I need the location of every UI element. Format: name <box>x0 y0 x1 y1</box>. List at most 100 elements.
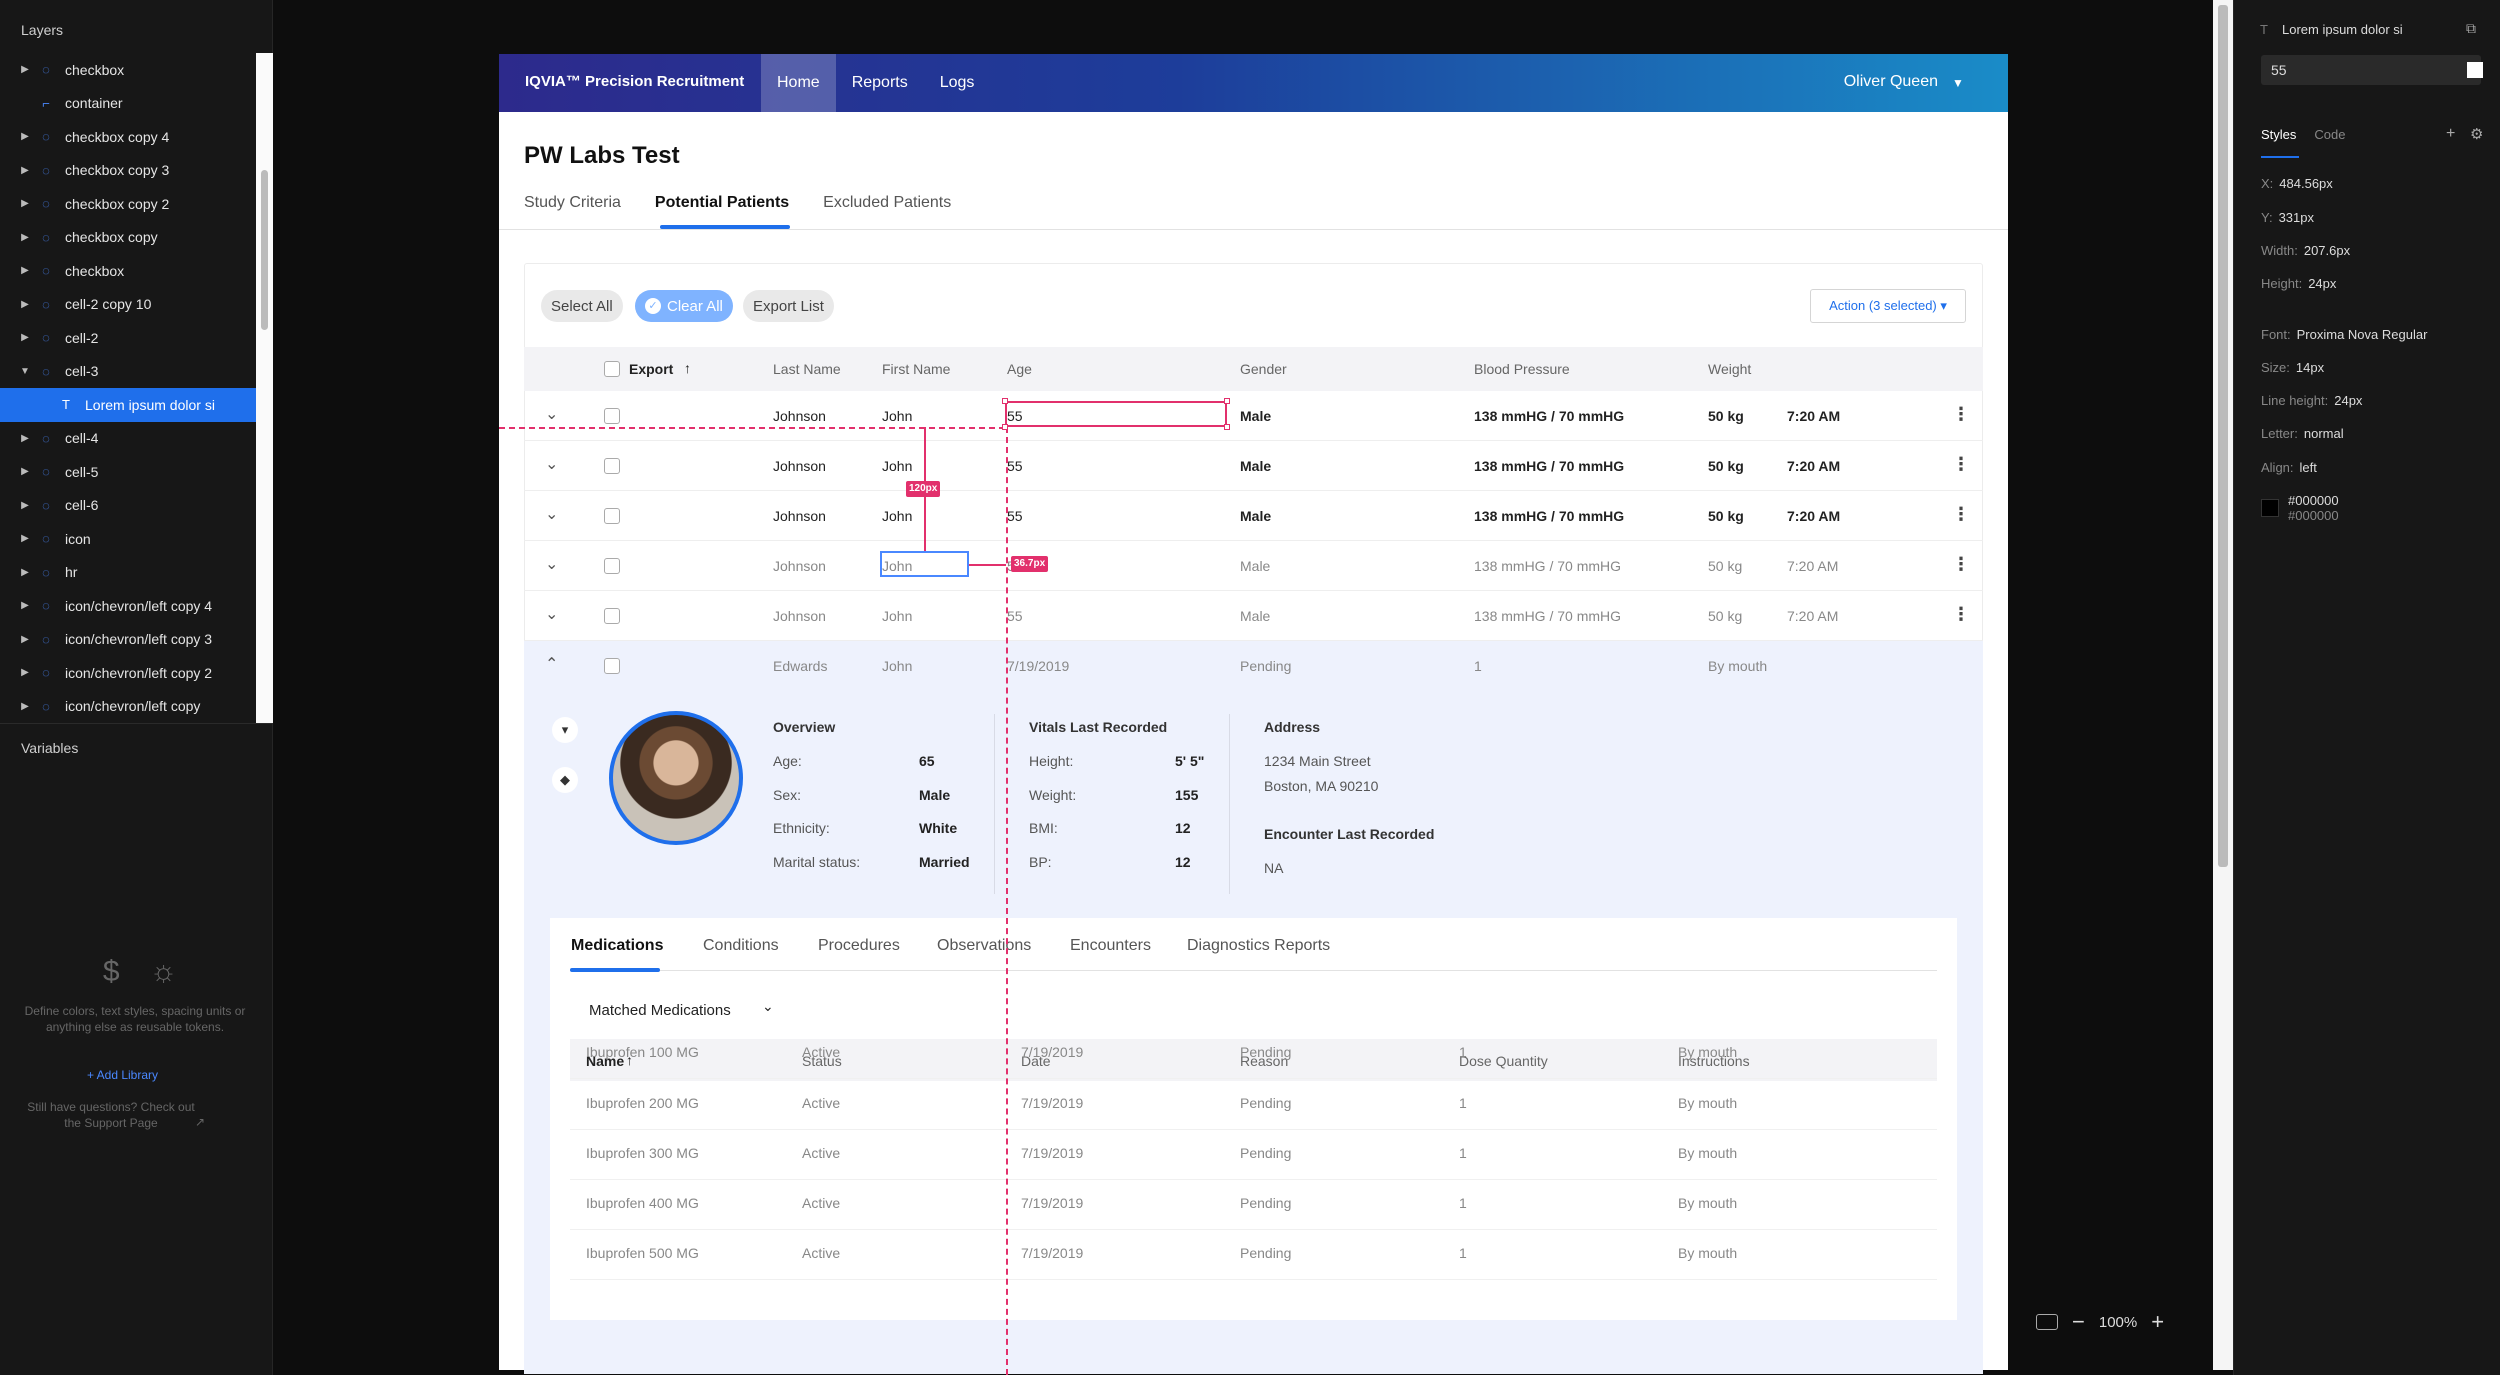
layer-item[interactable]: ▶ ◌ icon/chevron/left copy <box>0 690 273 724</box>
chevron-down-icon[interactable]: ▼ <box>1952 76 1964 90</box>
keyboard-icon[interactable] <box>2036 1314 2058 1330</box>
layer-item[interactable]: ▶ ◌ cell-2 <box>0 321 273 355</box>
expand-icon[interactable]: ▶ <box>21 298 29 310</box>
expand-icon[interactable]: ▶ <box>21 64 29 76</box>
layer-scrollbar[interactable] <box>261 170 268 330</box>
table-row[interactable] <box>524 541 1983 591</box>
zoom-level[interactable]: 100% <box>2098 1313 2138 1331</box>
selection-handle[interactable] <box>1002 424 1008 430</box>
plus-icon[interactable]: + <box>2446 125 2456 142</box>
chevron-down-icon[interactable]: ⌄ <box>762 998 774 1014</box>
row-checkbox[interactable] <box>604 458 620 474</box>
column-header-first-name[interactable]: First Name <box>882 361 951 377</box>
canvas-scrollbar[interactable] <box>2218 5 2228 867</box>
layer-item[interactable]: T Lorem ipsum dolor si <box>0 388 273 422</box>
tab-diagnostics-reports[interactable]: Diagnostics Reports <box>1187 937 1331 954</box>
layer-item[interactable]: ▶ ◌ checkbox copy 3 <box>0 154 273 188</box>
expand-icon[interactable]: ▶ <box>21 198 29 210</box>
sort-arrow-icon[interactable]: ↑ <box>626 1052 633 1068</box>
property-row[interactable]: X: 484.56px <box>2261 176 2333 191</box>
sort-arrow-icon[interactable]: ↑ <box>684 360 691 376</box>
expand-icon[interactable]: ▶ <box>21 131 29 143</box>
export-list-button[interactable]: Export List <box>743 290 834 322</box>
tab-observations[interactable]: Observations <box>937 937 1032 954</box>
med-header-reason[interactable]: Reason <box>1240 1053 1289 1069</box>
column-header-blood-pressure[interactable]: Blood Pressure <box>1474 361 1570 377</box>
property-value[interactable]: left <box>2299 460 2317 475</box>
property-value[interactable]: 14px <box>2295 360 2325 375</box>
layer-item[interactable]: ▶ ◌ cell-5 <box>0 455 273 489</box>
tab-conditions[interactable]: Conditions <box>703 937 779 954</box>
layer-item[interactable]: ▶ ◌ checkbox copy <box>0 221 273 255</box>
column-header-gender[interactable]: Gender <box>1240 361 1287 377</box>
selection-box[interactable] <box>1005 401 1227 427</box>
layer-item[interactable]: ▼ ◌ cell-3 <box>0 355 273 389</box>
tab-medications[interactable]: Medications <box>571 937 664 954</box>
property-value[interactable]: 331px <box>2278 210 2314 225</box>
white-swatch[interactable] <box>2467 62 2483 78</box>
tab-code[interactable]: Code <box>2314 127 2346 142</box>
expand-icon[interactable]: ▶ <box>21 332 29 344</box>
expand-icon[interactable]: ▶ <box>21 566 29 578</box>
gear-icon[interactable]: ⚙ <box>2470 126 2484 143</box>
property-row[interactable]: Height: 24px <box>2261 276 2336 291</box>
layer-item[interactable]: ▶ ◌ cell-6 <box>0 489 273 523</box>
copy-icon[interactable]: ⧉ <box>2466 20 2476 36</box>
tab-styles[interactable]: Styles <box>2261 127 2297 142</box>
nav-logs[interactable]: Logs <box>939 74 975 91</box>
table-row[interactable] <box>524 391 1983 441</box>
layer-item[interactable]: ▶ ◌ checkbox copy 4 <box>0 120 273 154</box>
property-row[interactable]: Width: 207.6px <box>2261 243 2350 258</box>
med-header-instructions[interactable]: Instructions <box>1678 1053 1750 1069</box>
row-checkbox[interactable] <box>604 558 620 574</box>
nav-reports[interactable]: Reports <box>851 74 908 91</box>
layer-item[interactable]: ▶ ◌ checkbox <box>0 53 273 87</box>
property-value[interactable]: 24px <box>2334 393 2363 408</box>
more-options-icon[interactable]: ⋮ <box>1952 604 1970 624</box>
table-row[interactable] <box>524 441 1983 491</box>
column-header-age[interactable]: Age <box>1007 361 1032 377</box>
chevron-down-icon[interactable]: ⌄ <box>545 456 559 473</box>
table-row[interactable] <box>524 491 1983 541</box>
expand-icon[interactable]: ▶ <box>21 432 29 444</box>
user-menu[interactable]: Oliver Queen <box>1843 73 1938 90</box>
color-hex[interactable]: #000000 <box>2288 493 2339 508</box>
med-header-date[interactable]: Date <box>1021 1053 1051 1069</box>
select-all-button[interactable]: Select All <box>541 290 623 322</box>
more-options-icon[interactable]: ⋮ <box>1952 504 1970 524</box>
expand-icon[interactable]: ▶ <box>21 164 29 176</box>
external-link-icon[interactable]: ↗ <box>195 1115 206 1129</box>
row-checkbox[interactable] <box>604 408 620 424</box>
chevron-up-icon[interactable]: ⌃ <box>545 656 559 673</box>
property-value[interactable]: Proxima Nova Regular <box>2296 327 2428 342</box>
expand-icon[interactable]: ▶ <box>21 667 29 679</box>
layer-item[interactable]: ⌐ container <box>0 87 273 121</box>
thumbs-down-icon[interactable]: ▾ <box>552 717 578 743</box>
property-value[interactable]: 24px <box>2308 276 2337 291</box>
nav-home[interactable]: Home <box>761 54 836 112</box>
expand-icon[interactable]: ▶ <box>21 499 29 511</box>
property-row[interactable]: Align: left <box>2261 460 2317 475</box>
property-row[interactable]: Size: 14px <box>2261 360 2324 375</box>
selection-handle[interactable] <box>1224 398 1230 404</box>
layer-item[interactable]: ▶ ◌ checkbox <box>0 254 273 288</box>
property-row[interactable]: Y: 331px <box>2261 210 2314 225</box>
header-checkbox[interactable] <box>604 361 620 377</box>
layer-item[interactable]: ▶ ◌ icon/chevron/left copy 4 <box>0 589 273 623</box>
layer-item[interactable]: ▶ ◌ checkbox copy 2 <box>0 187 273 221</box>
more-options-icon[interactable]: ⋮ <box>1952 454 1970 474</box>
layer-item[interactable]: ▶ ◌ icon/chevron/left copy 2 <box>0 656 273 690</box>
matched-medications-dropdown[interactable]: Matched Medications <box>589 1002 731 1019</box>
column-header-last-name[interactable]: Last Name <box>773 361 841 377</box>
more-options-icon[interactable]: ⋮ <box>1952 554 1970 574</box>
chevron-down-icon[interactable]: ⌄ <box>545 556 559 573</box>
row-checkbox[interactable] <box>604 658 620 674</box>
support-text[interactable]: Still have questions? Check out the Supp… <box>27 1100 195 1130</box>
row-checkbox[interactable] <box>604 608 620 624</box>
property-value[interactable]: normal <box>2303 426 2344 441</box>
expand-icon[interactable]: ▶ <box>21 633 29 645</box>
expand-icon[interactable]: ▼ <box>20 365 30 377</box>
selection-handle[interactable] <box>1224 424 1230 430</box>
expand-icon[interactable]: ▶ <box>21 700 29 712</box>
action-dropdown[interactable]: Action (3 selected) ▾ <box>1810 289 1966 323</box>
